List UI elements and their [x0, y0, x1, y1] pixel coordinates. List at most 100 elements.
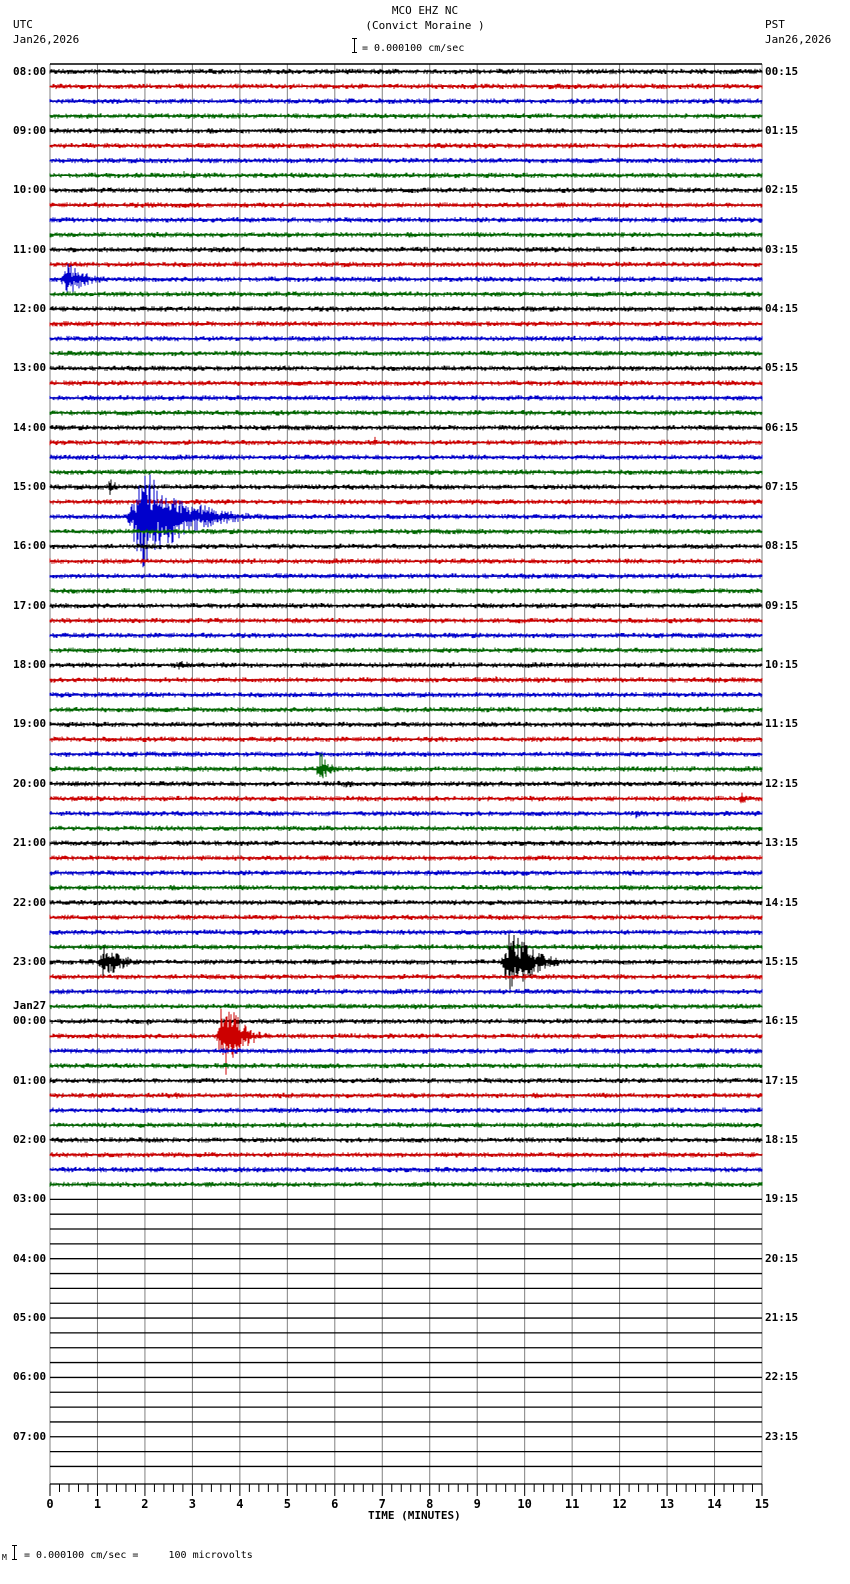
left-date: Jan26,2026 [13, 33, 80, 46]
seismic-trace [49, 558, 763, 564]
seismic-trace [49, 944, 763, 950]
pst-hour-label: 08:15 [765, 539, 799, 553]
seismic-trace [49, 1166, 763, 1173]
seismic-trace [49, 1008, 763, 1075]
x-tick-label: 1 [93, 1497, 102, 1511]
seismic-trace [49, 1003, 763, 1010]
seismic-trace [49, 792, 763, 804]
seismic-trace [49, 988, 763, 995]
pst-hour-label: 14:15 [765, 895, 799, 909]
seismic-trace [49, 934, 763, 994]
seismic-trace [49, 914, 763, 921]
pst-hour-label: 12:15 [765, 776, 799, 790]
seismic-trace [49, 261, 763, 268]
station-title: MCO EHZ NC [391, 4, 459, 17]
seismic-trace [49, 1048, 763, 1054]
seismic-trace [49, 171, 763, 179]
utc-hour-label: 14:00 [13, 420, 47, 434]
x-tick-label: 6 [331, 1497, 339, 1511]
seismic-trace [49, 321, 763, 327]
utc-hour-label: 04:00 [13, 1251, 47, 1265]
seismic-trace [49, 573, 763, 579]
seismic-trace [49, 291, 763, 297]
scale-bar-icon [352, 38, 357, 53]
utc-hour-label: 12:00 [13, 301, 47, 315]
footer-scale-bar-icon [12, 1545, 17, 1560]
seismic-trace [49, 899, 763, 906]
pst-hour-label: 20:15 [765, 1251, 799, 1265]
pst-hour-label: 03:15 [765, 242, 799, 256]
x-tick-label: 8 [426, 1497, 434, 1511]
x-tick-label: 7 [378, 1497, 386, 1511]
x-tick-label: 14 [707, 1497, 722, 1511]
pst-hour-label: 22:15 [765, 1370, 799, 1384]
pst-hour-label: 10:15 [765, 658, 799, 672]
utc-hour-label: 03:00 [13, 1192, 47, 1206]
seismic-trace [49, 840, 763, 846]
seismic-trace [49, 469, 763, 475]
x-tick-label: 2 [141, 1497, 149, 1511]
pst-hour-label: 19:15 [765, 1192, 799, 1206]
pst-hour-label: 15:15 [765, 954, 799, 968]
seismic-trace [49, 436, 763, 446]
x-tick-label: 9 [473, 1497, 481, 1511]
seismic-trace [49, 1092, 763, 1099]
seismic-trace [49, 692, 763, 698]
x-tick-label: 13 [659, 1497, 675, 1511]
seismic-trace [49, 617, 763, 624]
seismic-trace [49, 142, 763, 149]
seismic-trace [49, 263, 763, 293]
seismic-trace [49, 706, 763, 713]
seismic-trace [49, 810, 763, 819]
utc-hour-label: 06:00 [13, 1370, 47, 1384]
pst-hour-label: 04:15 [765, 301, 799, 315]
x-tick-label: 0 [46, 1497, 54, 1511]
pst-hour-label: 01:15 [765, 123, 799, 137]
seismic-trace [49, 306, 763, 312]
right-date: Jan26,2026 [765, 33, 832, 46]
pst-hour-label: 06:15 [765, 420, 799, 434]
right-timezone: PST [765, 18, 785, 31]
pst-hour-label: 05:15 [765, 361, 799, 375]
utc-hour-label: 08:00 [13, 64, 47, 78]
seismic-trace [49, 1122, 763, 1128]
seismic-trace [49, 588, 763, 594]
seismic-trace [49, 736, 763, 743]
seismic-trace [49, 98, 763, 104]
seismic-trace [49, 454, 763, 461]
pst-hour-label: 13:15 [765, 836, 799, 850]
x-tick-label: 5 [283, 1497, 291, 1511]
utc-hour-label: 22:00 [13, 895, 47, 909]
utc-hour-label: 09:00 [13, 123, 47, 137]
pst-hour-label: 17:15 [765, 1073, 799, 1087]
seismic-trace [49, 128, 763, 134]
utc-hour-label: 16:00 [13, 539, 47, 553]
seismic-trace [49, 217, 763, 223]
seismic-trace [49, 753, 763, 779]
seismic-trace [49, 380, 763, 386]
seismic-trace [49, 157, 763, 164]
seismic-trace [49, 855, 763, 861]
utc-hour-label: 17:00 [13, 598, 47, 612]
seismic-trace [49, 187, 763, 193]
pst-hour-label: 18:15 [765, 1132, 799, 1146]
seismic-trace [49, 721, 763, 728]
seismic-trace [49, 474, 763, 568]
left-timezone: UTC [13, 18, 33, 31]
pst-hour-label: 00:15 [765, 64, 799, 78]
pst-hour-label: 11:15 [765, 717, 799, 731]
seismic-trace [49, 1107, 763, 1114]
utc-hour-label: 19:00 [13, 717, 47, 731]
footer-scale-note: = 0.000100 cm/sec = 100 microvolts [24, 1550, 253, 1561]
seismic-trace [49, 424, 763, 431]
pst-hour-label: 23:15 [765, 1429, 799, 1443]
seismic-trace [49, 825, 763, 832]
seismic-trace [49, 661, 763, 670]
seismic-trace [49, 1181, 763, 1188]
seismic-trace [49, 974, 763, 980]
utc-hour-label: 01:00 [13, 1073, 47, 1087]
seismic-trace [49, 365, 763, 372]
seismic-trace [49, 1137, 763, 1143]
pst-hour-label: 09:15 [765, 598, 799, 612]
x-tick-label: 10 [517, 1497, 532, 1511]
